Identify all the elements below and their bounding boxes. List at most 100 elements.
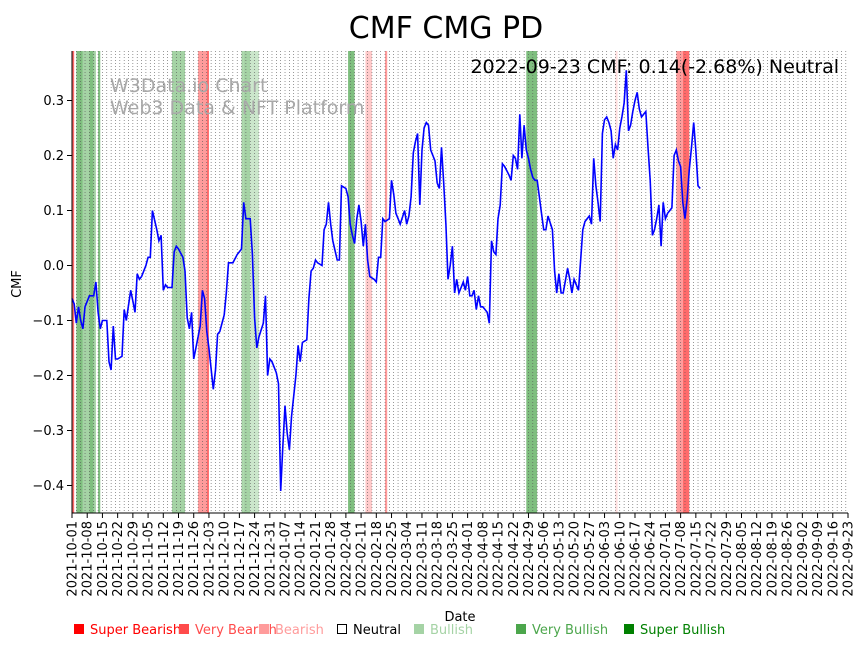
axes bbox=[71, 51, 848, 514]
legend-label: Very Bearish bbox=[195, 623, 277, 638]
y-axis-label: CMF bbox=[10, 270, 25, 298]
x-tick-label: 2021-10-01 bbox=[66, 521, 81, 597]
signal-band-very_bullish bbox=[348, 51, 355, 513]
x-tick-label: 2021-11-05 bbox=[142, 521, 157, 597]
signal-band-super_bearish bbox=[206, 51, 209, 513]
y-tick-label: 0.3 bbox=[43, 94, 64, 109]
x-tick-label: 2022-01-21 bbox=[309, 521, 324, 597]
watermark-line-1: W3Data.io Chart bbox=[110, 75, 267, 97]
y-tick-label: 0.2 bbox=[43, 149, 64, 164]
signal-band-super_bearish bbox=[72, 51, 75, 513]
x-tick-label: 2021-12-03 bbox=[202, 521, 217, 597]
signal-band-bearish bbox=[365, 51, 372, 513]
legend-swatch bbox=[74, 624, 84, 634]
x-tick-label: 2022-06-24 bbox=[644, 521, 659, 597]
x-tick-label: 2022-01-28 bbox=[324, 521, 339, 597]
x-tick-label: 2022-03-11 bbox=[415, 521, 430, 597]
x-tick-label: 2022-08-05 bbox=[735, 521, 750, 597]
x-tick-label: 2022-02-18 bbox=[370, 521, 385, 597]
signal-band-very_bearish bbox=[385, 51, 388, 513]
watermark: W3Data.io Chart Web3 Data & NFT Platform bbox=[110, 75, 364, 119]
x-tick-label: 2021-12-31 bbox=[263, 521, 278, 597]
x-tick-label: 2021-10-29 bbox=[126, 521, 141, 597]
x-tick-label: 2022-02-25 bbox=[385, 521, 400, 597]
x-tick-label: 2022-04-22 bbox=[507, 521, 522, 597]
y-tick-label: −0.3 bbox=[32, 424, 64, 439]
legend-label: Super Bearish bbox=[90, 623, 181, 638]
legend-swatch bbox=[259, 624, 269, 634]
x-tick-label: 2022-04-29 bbox=[522, 521, 537, 597]
x-tick-label: 2022-06-10 bbox=[613, 521, 628, 597]
x-tick-label: 2021-11-12 bbox=[157, 521, 172, 597]
x-tick-label: 2021-10-08 bbox=[81, 521, 96, 597]
x-tick-label: 2022-08-26 bbox=[781, 521, 796, 597]
x-tick-label: 2022-07-29 bbox=[720, 521, 735, 597]
x-tick-label: 2021-10-22 bbox=[111, 521, 126, 597]
x-tick-label: 2021-11-19 bbox=[172, 521, 187, 597]
legend-label: Neutral bbox=[353, 623, 401, 638]
x-tick-label: 2022-07-01 bbox=[659, 521, 674, 597]
signal-band-very_bullish bbox=[526, 51, 538, 513]
x-tick-label: 2022-08-19 bbox=[765, 521, 780, 597]
legend-label: Bullish bbox=[430, 623, 473, 638]
x-tick-label: 2022-06-17 bbox=[628, 521, 643, 597]
y-tick-label: 0.1 bbox=[43, 204, 64, 219]
date-gridlines bbox=[71, 51, 847, 513]
x-tick-label: 2022-02-11 bbox=[355, 521, 370, 597]
legend-swatch bbox=[516, 624, 526, 634]
cmf-line bbox=[71, 70, 701, 492]
x-tick-label: 2022-07-15 bbox=[689, 521, 704, 597]
signal-band-bullish bbox=[82, 51, 90, 513]
chart-title: CMF CMG PD bbox=[349, 11, 543, 46]
x-tick-label: 2022-06-03 bbox=[598, 521, 613, 597]
x-tick-label: 2021-10-15 bbox=[96, 521, 111, 597]
signal-band-very_bullish bbox=[76, 51, 83, 513]
x-tick-label: 2022-04-08 bbox=[476, 521, 491, 597]
x-tick-label: 2022-05-27 bbox=[583, 521, 598, 597]
signal-band-very_bullish bbox=[89, 51, 94, 513]
x-tick-label: 2021-12-10 bbox=[218, 521, 233, 597]
signal-band-super_bearish bbox=[682, 51, 690, 513]
x-tick-label: 2022-05-20 bbox=[568, 521, 583, 597]
x-tick-label: 2022-04-15 bbox=[492, 521, 507, 597]
y-tick-label: −0.2 bbox=[32, 369, 64, 384]
signal-band-bearish_light bbox=[615, 51, 618, 513]
x-tick-label: 2022-03-25 bbox=[446, 521, 461, 597]
x-tick-label: 2022-03-18 bbox=[431, 521, 446, 597]
x-tick-label: 2021-12-17 bbox=[233, 521, 248, 597]
status-text: 2022-09-23 CMF: 0.14(-2.68%) Neutral bbox=[470, 56, 839, 78]
y-tick-label: −0.1 bbox=[32, 314, 64, 329]
watermark-line-2: Web3 Data & NFT Platform bbox=[110, 97, 364, 119]
signal-band-very_bearish bbox=[676, 51, 683, 513]
legend-label: Bearish bbox=[275, 623, 324, 638]
legend-swatch bbox=[179, 624, 189, 634]
y-tick-label: −0.4 bbox=[32, 479, 64, 494]
x-tick-label: 2022-08-12 bbox=[750, 521, 765, 597]
signal-band-bullish bbox=[241, 51, 244, 513]
x-tick-label: 2022-07-08 bbox=[674, 521, 689, 597]
x-tick-label: 2022-01-14 bbox=[294, 521, 309, 597]
x-tick-label: 2022-04-01 bbox=[461, 521, 476, 597]
x-tick-label: 2022-09-02 bbox=[796, 521, 811, 597]
x-tick-label: 2021-12-24 bbox=[248, 521, 263, 597]
y-ticks: −0.4 −0.3 −0.2 −0.1 0.0 0.1 0.2 0.3 bbox=[32, 94, 72, 494]
x-tick-label: 2022-07-22 bbox=[705, 521, 720, 597]
legend-swatch bbox=[414, 624, 424, 634]
x-tick-label: 2021-11-26 bbox=[187, 521, 202, 597]
x-tick-label: 2022-05-13 bbox=[552, 521, 567, 597]
signal-band-bullish bbox=[93, 51, 96, 513]
x-tick-label: 2022-01-07 bbox=[279, 521, 294, 597]
x-tick-label: 2022-09-16 bbox=[826, 521, 841, 597]
x-tick-label: 2022-02-04 bbox=[339, 521, 354, 597]
x-tick-label: 2022-09-23 bbox=[842, 521, 857, 597]
legend-label: Very Bullish bbox=[532, 623, 608, 638]
signal-band-bullish bbox=[171, 51, 186, 513]
y-tick-label: 0.0 bbox=[43, 259, 64, 274]
legend-swatch bbox=[337, 624, 347, 634]
x-axis-label: Date bbox=[444, 610, 475, 625]
signal-band-very_bullish bbox=[98, 51, 101, 513]
signal-band-bullish bbox=[243, 51, 251, 513]
x-ticks: 2021-10-01 2021-10-08 2021-10-15 2021-10-22… bbox=[66, 513, 857, 597]
